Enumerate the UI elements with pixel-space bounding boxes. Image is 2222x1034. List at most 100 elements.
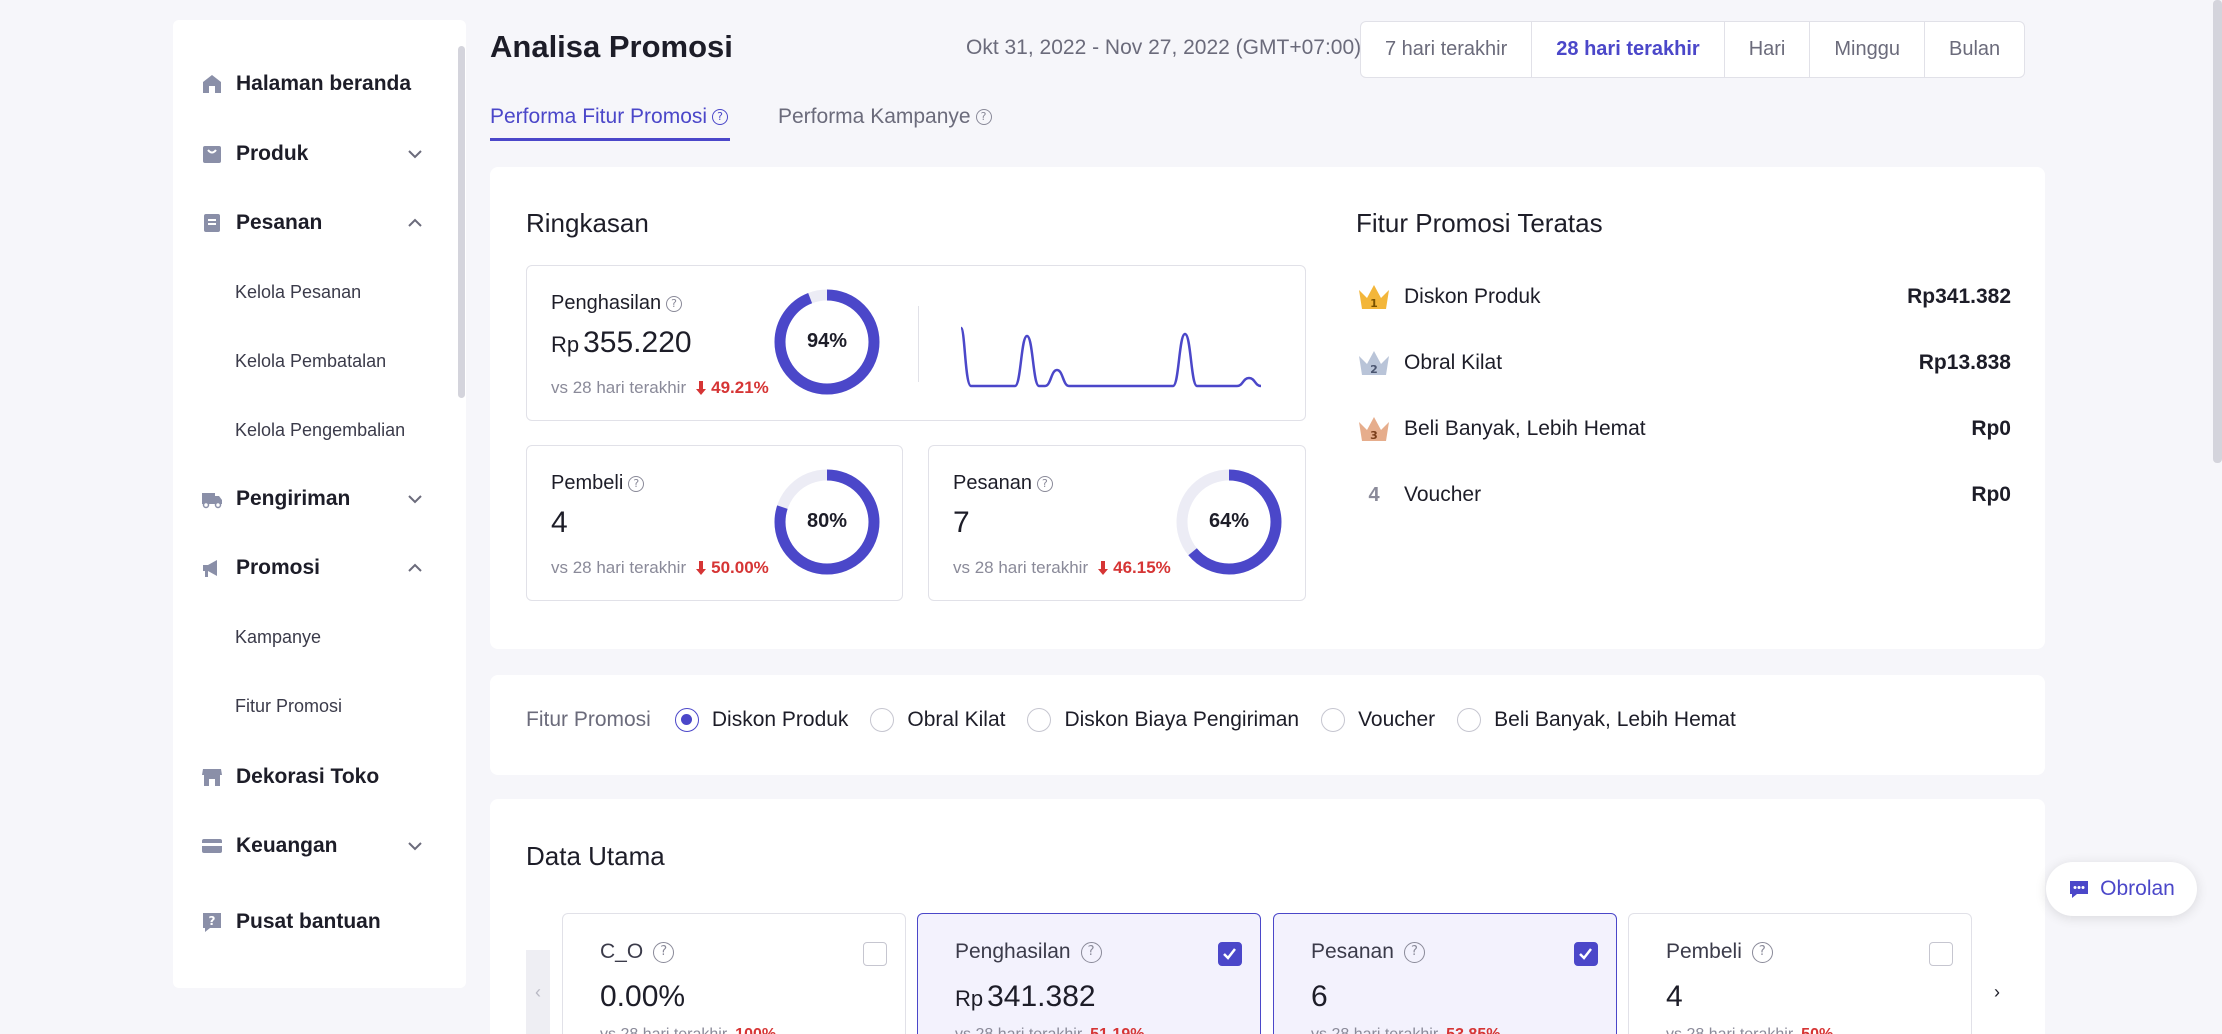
feature-value: Rp0	[1971, 417, 2011, 440]
change-value: 51.19%	[1090, 1026, 1144, 1034]
range-week-button[interactable]: Minggu	[1809, 22, 1924, 77]
page-scrollbar[interactable]	[2213, 0, 2222, 463]
change-indicator: 49.21%	[696, 378, 769, 398]
range-month-button[interactable]: Bulan	[1923, 22, 2024, 77]
radio-circle[interactable]	[674, 708, 699, 732]
compare-text: vs 28 hari terakhir	[600, 1026, 727, 1034]
sidebar-subitem-kelola-pengembalian[interactable]: Kelola Pengembalian	[235, 420, 406, 440]
help-circle-icon: ?	[712, 109, 729, 125]
range-day-button[interactable]: Hari	[1723, 22, 1810, 77]
help-circle-icon[interactable]: ?	[1036, 475, 1053, 492]
sidebar-item-pusat-bantuan[interactable]: ? Pusat bantuan	[173, 894, 466, 950]
donut-percent: 94%	[806, 330, 848, 352]
feature-name: Diskon Produk	[1404, 285, 1541, 308]
kpi-label: Pesanan?	[1311, 940, 1425, 964]
help-circle-icon[interactable]: ?	[1080, 941, 1102, 963]
help-circle-icon[interactable]: ?	[628, 475, 645, 492]
chevron-down-icon	[408, 842, 422, 851]
metric-label: Penghasilan ?	[551, 292, 683, 315]
divider	[918, 306, 919, 382]
radio-circle[interactable]	[870, 708, 895, 732]
kpi-label: Penghasilan?	[955, 940, 1102, 964]
sidebar-subitem-kelola-pesanan[interactable]: Kelola Pesanan	[235, 282, 362, 302]
sidebar-item-home[interactable]: Halaman beranda	[173, 56, 466, 112]
kpi-card-penghasilan[interactable]: Penghasilan? Rp341.382 vs 28 hari terakh…	[917, 913, 1261, 1034]
chat-button[interactable]: Obrolan	[2046, 862, 2197, 916]
kpi-label-text: Pesanan	[1311, 940, 1394, 963]
range-7-days-button[interactable]: 7 hari terakhir	[1385, 38, 1508, 60]
carousel-next-button[interactable]: ›	[1985, 950, 2009, 1034]
top-feature-row: 1 Diskon Produk Rp341.382	[1356, 277, 2011, 317]
kpi-card-c-o[interactable]: C_O? 0.00% vs 28 hari terakhir 100%	[562, 913, 906, 1034]
donut-percent: 64%	[1208, 510, 1250, 532]
radio-label: Beli Banyak, Lebih Hemat	[1494, 708, 1736, 731]
top-feature-row: 3 Beli Banyak, Lebih Hemat Rp0	[1356, 409, 2011, 449]
radio-label: Diskon Produk	[711, 708, 849, 731]
home-icon	[203, 75, 221, 93]
kpi-card-pesanan[interactable]: Pesanan? 6 vs 28 hari terakhir 53.85%	[1273, 913, 1617, 1034]
tab-label: Performa Kampanye	[778, 105, 971, 128]
kpi-checkbox[interactable]	[1218, 942, 1242, 966]
kpi-card-pembeli[interactable]: Pembeli? 4 vs 28 hari terakhir 50%	[1628, 913, 1972, 1034]
sidebar-item-label: Halaman beranda	[236, 72, 412, 95]
kpi-checkbox[interactable]	[1574, 942, 1598, 966]
kpi-compare: vs 28 hari terakhir 100%	[600, 1026, 776, 1034]
feature-value: Rp13.838	[1918, 351, 2011, 374]
radio-circle[interactable]	[1457, 708, 1482, 732]
filter-card	[490, 675, 2045, 775]
compare-text: vs 28 hari terakhir	[551, 378, 687, 397]
range-28-days-button[interactable]: 28 hari terakhir	[1531, 22, 1723, 77]
sidebar-item-dekorasi-toko[interactable]: Dekorasi Toko	[173, 749, 466, 805]
chevron-right-icon: ›	[1994, 981, 2000, 1002]
kpi-checkbox[interactable]	[1929, 942, 1953, 966]
help-circle-icon[interactable]: ?	[653, 941, 675, 963]
top-features-title: Fitur Promosi Teratas	[1356, 208, 1603, 238]
radio-obral-kilat[interactable]: Obral Kilat	[870, 708, 1005, 732]
donut-chart-pesanan	[1176, 469, 1282, 575]
sidebar-subitem-kampanye[interactable]: Kampanye	[235, 627, 322, 647]
change-value: 50.00%	[711, 558, 769, 577]
sidebar-item-promosi[interactable]: Promosi	[173, 540, 466, 596]
radio-circle[interactable]	[1321, 708, 1346, 732]
tab-performa-fitur-promosi[interactable]: Performa Fitur Promosi ?	[490, 105, 729, 129]
radio-beli-banyak[interactable]: Beli Banyak, Lebih Hemat	[1457, 708, 1736, 732]
metric-label-text: Pesanan	[953, 472, 1032, 494]
kpi-label: Pembeli?	[1666, 940, 1773, 964]
change-value: 49.21%	[711, 378, 769, 397]
kpi-checkbox[interactable]	[863, 942, 887, 966]
donut-chart-pembeli	[774, 469, 880, 575]
sidebar-item-keuangan[interactable]: Keuangan	[173, 818, 466, 874]
promo-feature-filter: Fitur Promosi Diskon Produk Obral Kilat …	[526, 708, 1758, 732]
kpi-label-text: C_O	[600, 940, 644, 963]
sidebar-item-label: Dekorasi Toko	[236, 765, 380, 788]
sidebar-item-produk[interactable]: Produk	[173, 126, 466, 182]
main-data-title: Data Utama	[526, 841, 665, 871]
help-circle-icon[interactable]: ?	[1403, 941, 1425, 963]
sidebar-item-pesanan[interactable]: Pesanan	[173, 195, 466, 251]
sidebar-subitem-kelola-pembatalan[interactable]: Kelola Pembatalan	[235, 351, 387, 371]
chevron-up-icon	[408, 218, 422, 227]
metric-label-text: Pembeli	[551, 472, 624, 494]
rank-number: 4	[1368, 483, 1380, 506]
carousel-prev-button[interactable]: ‹	[526, 950, 550, 1034]
change-indicator: 46.15%	[1098, 558, 1171, 578]
radio-circle[interactable]	[1027, 708, 1052, 732]
help-circle-icon: ?	[975, 109, 992, 125]
help-circle-icon[interactable]: ?	[1751, 941, 1773, 963]
radio-diskon-produk[interactable]: Diskon Produk	[674, 708, 849, 732]
radio-voucher[interactable]: Voucher	[1321, 708, 1435, 732]
metric-compare: vs 28 hari terakhir 46.15%	[953, 558, 1171, 578]
feature-value: Rp341.382	[1907, 285, 2011, 308]
summary-title: Ringkasan	[526, 208, 649, 238]
metric-pembeli: Pembeli ? 4 vs 28 hari terakhir 50.00% 8…	[526, 445, 903, 601]
sidebar-subitem-fitur-promosi[interactable]: Fitur Promosi	[235, 696, 343, 716]
kpi-value: 6	[1311, 980, 1328, 1013]
sidebar-scrollbar[interactable]	[458, 46, 465, 398]
radio-diskon-biaya-pengiriman[interactable]: Diskon Biaya Pengiriman	[1027, 708, 1299, 732]
tab-performa-kampanye[interactable]: Performa Kampanye ?	[778, 105, 992, 129]
sidebar-item-pengiriman[interactable]: Pengiriman	[173, 471, 466, 527]
help-circle-icon[interactable]: ?	[666, 295, 683, 312]
kpi-label-text: Pembeli	[1666, 940, 1742, 963]
compare-text: vs 28 hari terakhir	[551, 558, 687, 577]
bronze-crown-icon: 3	[1356, 411, 1392, 447]
